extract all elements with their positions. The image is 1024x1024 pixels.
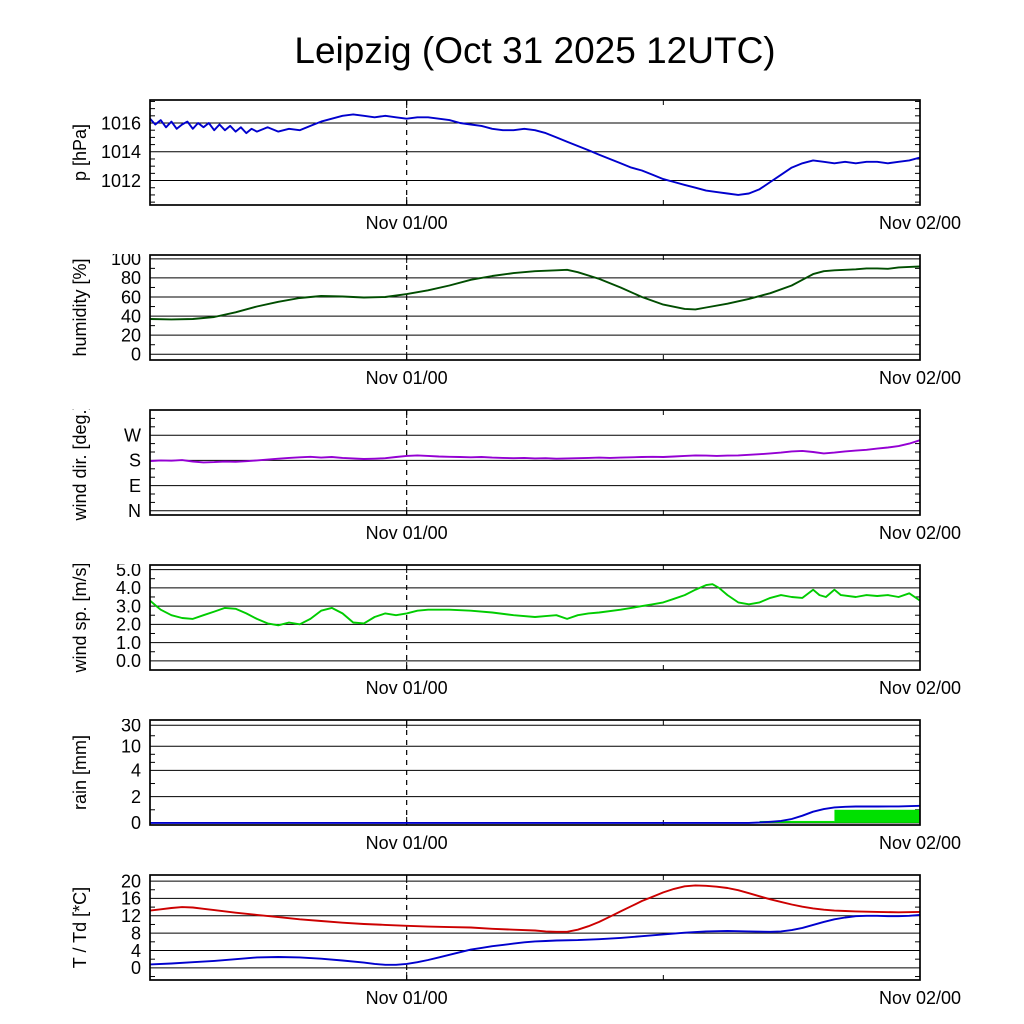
svg-text:Nov 01/00: Nov 01/00 — [366, 213, 448, 233]
svg-text:16: 16 — [121, 889, 141, 909]
svg-text:E: E — [129, 476, 141, 496]
svg-text:Nov 01/00: Nov 01/00 — [366, 833, 448, 853]
svg-text:Nov 02/00: Nov 02/00 — [879, 523, 961, 543]
svg-text:Nov 02/00: Nov 02/00 — [879, 213, 961, 233]
svg-text:4: 4 — [131, 761, 141, 781]
svg-text:30: 30 — [121, 719, 141, 736]
svg-text:2.0: 2.0 — [116, 615, 141, 635]
svg-text:0: 0 — [131, 345, 141, 365]
svg-text:wind dir. [deg.]: wind dir. [deg.] — [70, 409, 90, 522]
svg-text:Nov 01/00: Nov 01/00 — [366, 988, 448, 1008]
svg-text:Nov 02/00: Nov 02/00 — [879, 833, 961, 853]
svg-text:12: 12 — [121, 906, 141, 926]
svg-text:N: N — [128, 501, 141, 521]
svg-text:4: 4 — [131, 941, 141, 961]
svg-text:2: 2 — [131, 787, 141, 807]
svg-text:80: 80 — [121, 268, 141, 288]
svg-text:10: 10 — [121, 737, 141, 757]
svg-text:Nov 02/00: Nov 02/00 — [879, 988, 961, 1008]
svg-text:Nov 01/00: Nov 01/00 — [366, 368, 448, 388]
svg-text:60: 60 — [121, 287, 141, 307]
svg-text:wind sp. [m/s]: wind sp. [m/s] — [70, 564, 90, 674]
svg-text:humidity [%]: humidity [%] — [70, 258, 90, 356]
svg-text:100: 100 — [111, 254, 141, 269]
svg-text:0.0: 0.0 — [116, 651, 141, 671]
svg-text:T / Td [*C]: T / Td [*C] — [70, 887, 90, 968]
svg-text:0: 0 — [131, 958, 141, 978]
svg-text:3.0: 3.0 — [116, 596, 141, 616]
svg-text:Nov 01/00: Nov 01/00 — [366, 523, 448, 543]
svg-text:0: 0 — [131, 813, 141, 833]
svg-text:5.0: 5.0 — [116, 564, 141, 580]
svg-text:W: W — [124, 426, 141, 446]
svg-text:8: 8 — [131, 923, 141, 943]
svg-text:20: 20 — [121, 325, 141, 345]
svg-text:Nov 01/00: Nov 01/00 — [366, 678, 448, 698]
svg-text:1014: 1014 — [101, 142, 141, 162]
svg-text:1012: 1012 — [101, 171, 141, 191]
svg-text:Nov 02/00: Nov 02/00 — [879, 368, 961, 388]
svg-text:p [hPa]: p [hPa] — [70, 124, 90, 181]
svg-text:1016: 1016 — [101, 113, 141, 133]
svg-text:rain [mm]: rain [mm] — [70, 735, 90, 810]
svg-text:1.0: 1.0 — [116, 633, 141, 653]
svg-text:S: S — [129, 451, 141, 471]
svg-text:40: 40 — [121, 306, 141, 326]
svg-text:4.0: 4.0 — [116, 578, 141, 598]
chart-title: Leipzig (Oct 31 2025 12UTC) — [294, 30, 776, 71]
pressure-panel: 1012 1014 1016 Nov 01/00 Nov 02/00 p [hPa] — [70, 99, 961, 233]
svg-text:20: 20 — [121, 874, 141, 891]
svg-text:Nov 02/00: Nov 02/00 — [879, 678, 961, 698]
wind-speed-panel: 0.01.02.03.04.05.0 Nov 01/00 Nov 02/00 wind… — [70, 564, 961, 698]
